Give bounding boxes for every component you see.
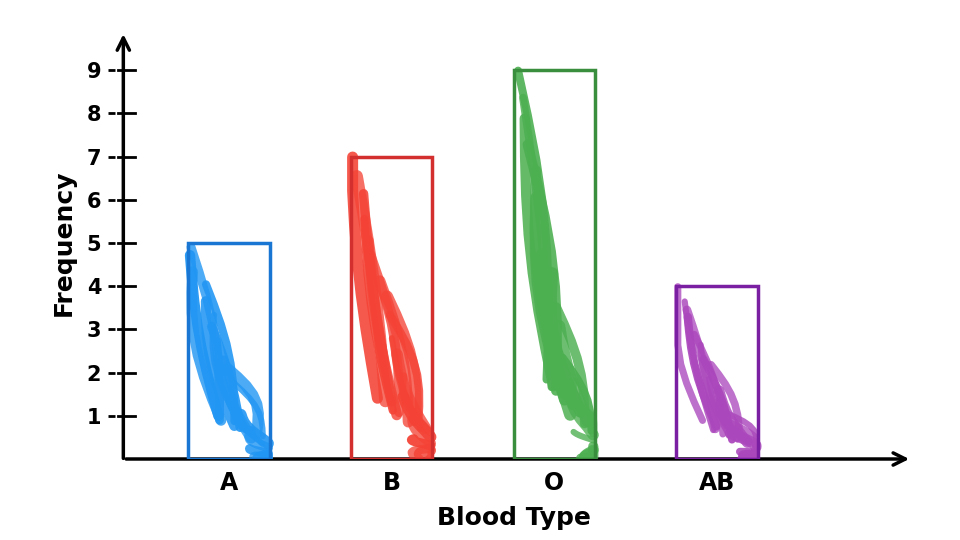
Bar — [351, 157, 432, 459]
Bar — [188, 243, 270, 459]
Bar — [514, 70, 595, 459]
Y-axis label: Frequency: Frequency — [52, 170, 76, 316]
Bar — [676, 286, 757, 459]
X-axis label: Blood Type: Blood Type — [437, 506, 590, 530]
